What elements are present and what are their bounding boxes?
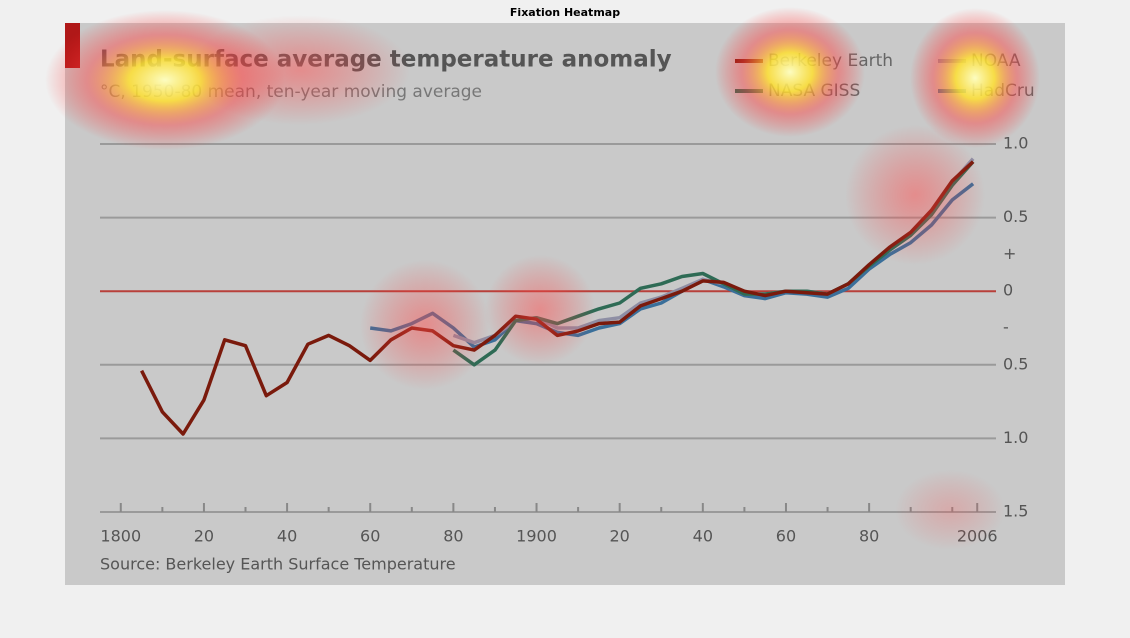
- x-tick-label: 80: [859, 527, 879, 546]
- y-tick-label: 1.5: [1003, 502, 1028, 521]
- y-tick-label: 1.0: [1003, 428, 1028, 447]
- y-tick-label: +: [1003, 244, 1016, 263]
- y-tick-label: 0: [1003, 281, 1013, 300]
- y-tick-label: 0.5: [1003, 354, 1028, 373]
- y-tick-label: 0.5: [1003, 207, 1028, 226]
- x-tick-label: 80: [443, 527, 463, 546]
- x-tick-label: 1800: [100, 527, 141, 546]
- chart-background: [65, 23, 1065, 585]
- legend-label: NASA GISS: [768, 81, 860, 101]
- brand-tab: [65, 23, 80, 68]
- legend-label: NOAA: [971, 51, 1021, 71]
- legend-label: Berkeley Earth: [768, 51, 893, 71]
- chart-title: Land-surface average temperature anomaly: [100, 47, 672, 73]
- heatmap-title: Fixation Heatmap: [510, 6, 620, 19]
- x-tick-label: 60: [776, 527, 796, 546]
- x-tick-label: 20: [194, 527, 214, 546]
- x-tick-label: 20: [609, 527, 629, 546]
- x-tick-label: 40: [693, 527, 713, 546]
- x-tick-label: 2006: [957, 527, 998, 546]
- y-tick-label: -: [1003, 318, 1009, 337]
- x-tick-label: 60: [360, 527, 380, 546]
- x-tick-label: 1900: [516, 527, 557, 546]
- chart-subtitle: °C, 1950-80 mean, ten-year moving averag…: [100, 82, 482, 102]
- legend-label: HadCru: [971, 81, 1035, 101]
- x-tick-label: 40: [277, 527, 297, 546]
- y-tick-label: 1.0: [1003, 134, 1028, 153]
- source-note: Source: Berkeley Earth Surface Temperatu…: [100, 555, 456, 574]
